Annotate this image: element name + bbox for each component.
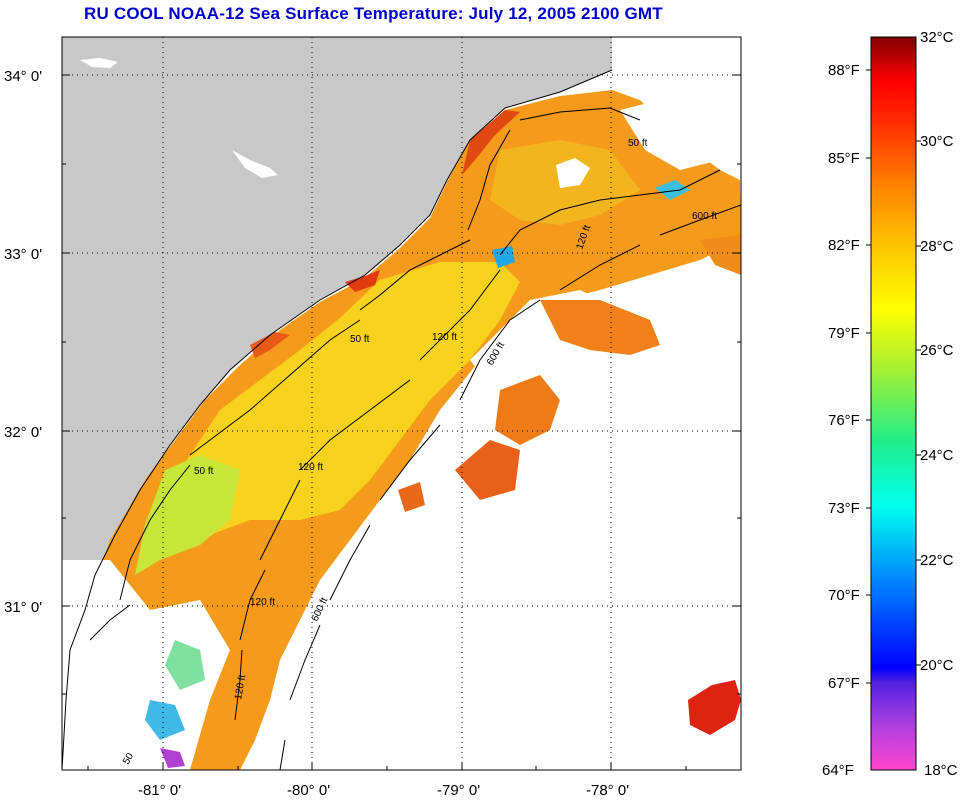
cold-water-patch bbox=[165, 640, 205, 690]
colorbar-label-c: 30°C bbox=[920, 133, 954, 150]
hot-water-patch bbox=[688, 680, 741, 735]
lon-label-81: -81° 0' bbox=[138, 782, 181, 799]
land-mass bbox=[62, 37, 612, 770]
inland-cloud-patch bbox=[232, 150, 278, 178]
warm-water-patch bbox=[495, 375, 560, 445]
contour-600ft bbox=[279, 204, 741, 770]
cloud-patch bbox=[62, 560, 230, 770]
cold-water-patch bbox=[145, 700, 185, 740]
contour-label: 600 ft bbox=[692, 211, 717, 222]
contour-label: 50 ft bbox=[194, 466, 214, 477]
contour-label: 120 ft bbox=[298, 462, 323, 473]
grid-lines bbox=[62, 37, 741, 770]
contour-50ft bbox=[89, 107, 641, 641]
colorbar-label-f: 76°F bbox=[828, 412, 860, 429]
tick-marks bbox=[62, 74, 741, 770]
colorbar-label-f: 88°F bbox=[828, 62, 860, 79]
cloud-patch bbox=[556, 158, 590, 188]
colorbar bbox=[870, 36, 917, 771]
warm-water-patch bbox=[540, 300, 660, 355]
cloud-patch bbox=[700, 40, 741, 95]
hot-coastal-water bbox=[250, 332, 290, 358]
colorbar-label-f: 67°F bbox=[828, 675, 860, 692]
lat-label-32: 32° 0' bbox=[4, 424, 42, 441]
lon-label-79: -79° 0' bbox=[437, 782, 480, 799]
cold-water-patch bbox=[492, 246, 515, 268]
lat-label-31: 31° 0' bbox=[4, 599, 42, 616]
cold-water-patch bbox=[160, 748, 185, 768]
warm-water-patch bbox=[700, 235, 741, 275]
colorbar-label-f: 82°F bbox=[828, 237, 860, 254]
contour-120ft bbox=[234, 169, 721, 721]
cool-nearshore-water bbox=[135, 455, 240, 575]
contour-label: 120 ft bbox=[233, 674, 248, 701]
lon-label-78: -78° 0' bbox=[586, 782, 629, 799]
coastline bbox=[62, 69, 613, 770]
cloud-patch bbox=[300, 290, 741, 770]
warm-water-region bbox=[90, 90, 741, 770]
colorbar-label-f: 73°F bbox=[828, 500, 860, 517]
map-title: RU COOL NOAA-12 Sea Surface Temperature:… bbox=[84, 4, 663, 23]
cloud-patch bbox=[620, 100, 720, 170]
contour-label: 50 ft bbox=[628, 138, 648, 149]
contour-label: 120 ft bbox=[250, 597, 275, 608]
contour-label: 120 ft bbox=[432, 332, 457, 343]
colorbar-label-f: 79°F bbox=[828, 325, 860, 342]
colorbar-label-c: 26°C bbox=[920, 342, 954, 359]
colorbar-label-f: 85°F bbox=[828, 150, 860, 167]
lat-label-33: 33° 0' bbox=[4, 246, 42, 263]
inland-cloud-patch bbox=[80, 58, 118, 68]
lat-label-34: 34° 0' bbox=[4, 68, 42, 85]
hot-coastal-water bbox=[345, 270, 380, 292]
warm-water-patch bbox=[398, 482, 425, 512]
colorbar-ticks bbox=[866, 69, 921, 684]
contour-label: 50 bbox=[121, 751, 136, 767]
cold-water-patch bbox=[655, 180, 690, 200]
colorbar-label-c: 20°C bbox=[920, 657, 954, 674]
warm-water-patch bbox=[455, 440, 520, 500]
colorbar-label-c: 28°C bbox=[920, 238, 954, 255]
colorbar-label-c: 24°C bbox=[920, 447, 954, 464]
colorbar-label-c: 18°C bbox=[924, 762, 958, 779]
colorbar-label-f: 64°F bbox=[822, 762, 854, 779]
lon-label-80: -80° 0' bbox=[287, 782, 330, 799]
hot-coastal-water bbox=[462, 110, 520, 175]
colorbar-label-c: 32°C bbox=[920, 29, 954, 46]
colorbar-label-c: 22°C bbox=[920, 552, 954, 569]
contour-label: 50 ft bbox=[350, 334, 370, 345]
colorbar-label-f: 70°F bbox=[828, 587, 860, 604]
